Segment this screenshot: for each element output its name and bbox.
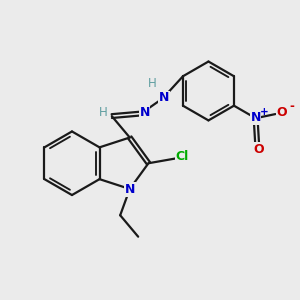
Text: N: N xyxy=(250,111,261,124)
Text: N: N xyxy=(159,91,169,104)
Text: O: O xyxy=(277,106,287,119)
Text: -: - xyxy=(290,100,294,113)
Text: H: H xyxy=(148,77,157,90)
Text: O: O xyxy=(253,142,264,156)
Text: +: + xyxy=(260,107,268,117)
Text: Cl: Cl xyxy=(176,150,189,164)
Text: N: N xyxy=(140,106,150,119)
Text: N: N xyxy=(124,183,135,196)
Text: H: H xyxy=(99,106,108,119)
